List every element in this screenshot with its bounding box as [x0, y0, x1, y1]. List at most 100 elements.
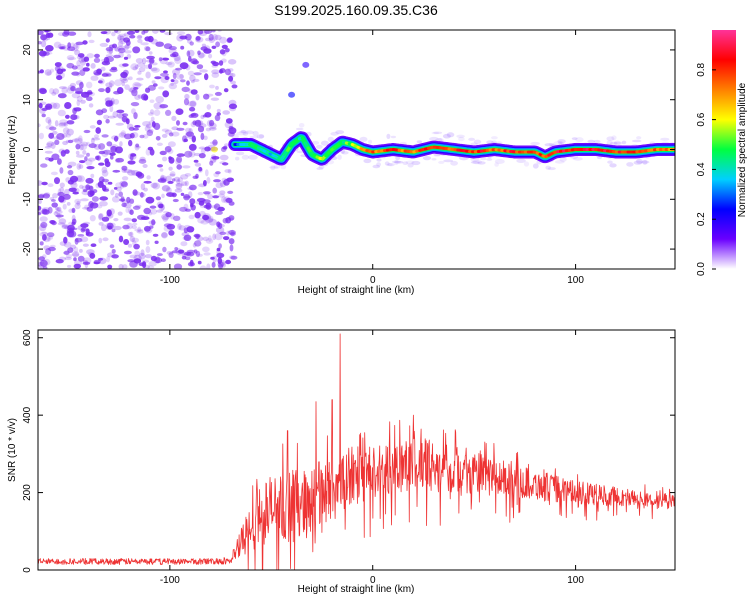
noise-blob	[107, 264, 113, 269]
noise-blob	[168, 252, 174, 258]
noise-blob	[132, 189, 138, 196]
noise-blob	[214, 34, 222, 41]
noise-blob	[65, 114, 70, 119]
noise-blob	[195, 173, 199, 179]
noise-blob	[195, 94, 200, 101]
noise-blob	[45, 103, 53, 110]
noise-blob	[71, 138, 80, 142]
noise-blob	[66, 55, 75, 61]
noise-blob	[127, 259, 135, 263]
noise-blob	[162, 246, 167, 253]
noise-blob	[113, 187, 118, 190]
noise-blob	[228, 59, 237, 65]
halo-blob	[231, 134, 239, 139]
noise-blob	[86, 206, 94, 212]
noise-blob	[88, 39, 95, 44]
noise-blob	[76, 175, 85, 183]
noise-blob	[152, 233, 159, 237]
noise-blob	[38, 180, 43, 186]
noise-blob	[189, 106, 196, 112]
halo-blob	[609, 141, 618, 145]
noise-blob	[54, 209, 63, 215]
noise-blob	[129, 236, 135, 242]
noise-blob	[145, 71, 151, 79]
noise-blob	[200, 148, 206, 154]
noise-blob	[132, 240, 137, 246]
noise-blob	[184, 33, 192, 41]
noise-blob	[141, 259, 150, 263]
noise-blob	[145, 246, 151, 253]
noise-blob	[230, 255, 238, 260]
halo-blob	[235, 151, 245, 156]
noise-blob	[90, 75, 99, 81]
noise-blob	[103, 56, 110, 64]
noise-blob	[38, 212, 42, 216]
noise-blob	[121, 176, 129, 181]
noise-blob	[217, 261, 224, 268]
noise-blob	[211, 64, 218, 68]
noise-blob	[101, 166, 108, 174]
noise-blob	[46, 71, 52, 76]
noise-blob	[180, 45, 185, 50]
halo-blob	[468, 137, 475, 141]
noise-blob	[203, 48, 212, 54]
noise-blob	[53, 41, 62, 49]
noise-blob	[143, 187, 148, 192]
noise-blob	[214, 233, 223, 241]
halo-blob	[559, 157, 567, 162]
halo-blob	[611, 135, 617, 141]
noise-blob	[135, 171, 143, 177]
noise-blob	[122, 69, 129, 76]
noise-blob	[62, 45, 71, 51]
noise-blob	[57, 188, 62, 196]
noise-blob	[159, 205, 165, 211]
noise-blob	[180, 241, 188, 247]
noise-blob	[150, 67, 158, 72]
noise-blob	[63, 193, 71, 200]
noise-blob	[194, 162, 202, 167]
noise-blob	[86, 166, 95, 170]
halo-blob	[280, 164, 287, 170]
noise-blob	[93, 72, 102, 76]
noise-blob	[131, 225, 138, 230]
noise-blob	[176, 74, 185, 80]
noise-blob	[47, 183, 54, 188]
noise-blob	[118, 51, 124, 58]
noise-blob	[111, 135, 120, 140]
noise-blob	[140, 191, 144, 198]
noise-blob	[128, 76, 133, 81]
noise-blob	[64, 188, 70, 196]
noise-blob	[96, 119, 102, 125]
noise-blob	[49, 235, 53, 240]
noise-blob	[154, 240, 159, 244]
noise-blob	[167, 180, 174, 184]
noise-blob	[102, 237, 109, 242]
noise-blob	[93, 57, 101, 63]
noise-blob	[47, 237, 51, 242]
noise-blob	[79, 54, 84, 59]
noise-blob	[110, 189, 115, 196]
noise-blob	[41, 181, 48, 186]
noise-blob	[86, 53, 95, 59]
noise-blob	[69, 82, 76, 88]
noise-blob	[208, 53, 213, 59]
noise-blob	[166, 187, 172, 194]
noise-blob	[204, 146, 211, 152]
x-tick-label: 0	[370, 275, 376, 286]
noise-blob	[75, 143, 81, 150]
noise-blob	[200, 114, 205, 120]
noise-blob	[205, 169, 209, 177]
halo-blob	[438, 138, 443, 142]
noise-blob	[98, 213, 104, 220]
noise-blob	[144, 36, 151, 42]
noise-blob	[62, 140, 68, 146]
snr-plot-area	[38, 333, 675, 570]
noise-blob	[41, 113, 46, 118]
halo-blob	[240, 129, 246, 134]
noise-blob	[188, 134, 193, 140]
noise-blob	[212, 255, 217, 263]
noise-blob	[183, 98, 190, 106]
noise-blob	[109, 105, 114, 113]
noise-blob	[71, 187, 80, 194]
noise-blob	[67, 57, 77, 61]
